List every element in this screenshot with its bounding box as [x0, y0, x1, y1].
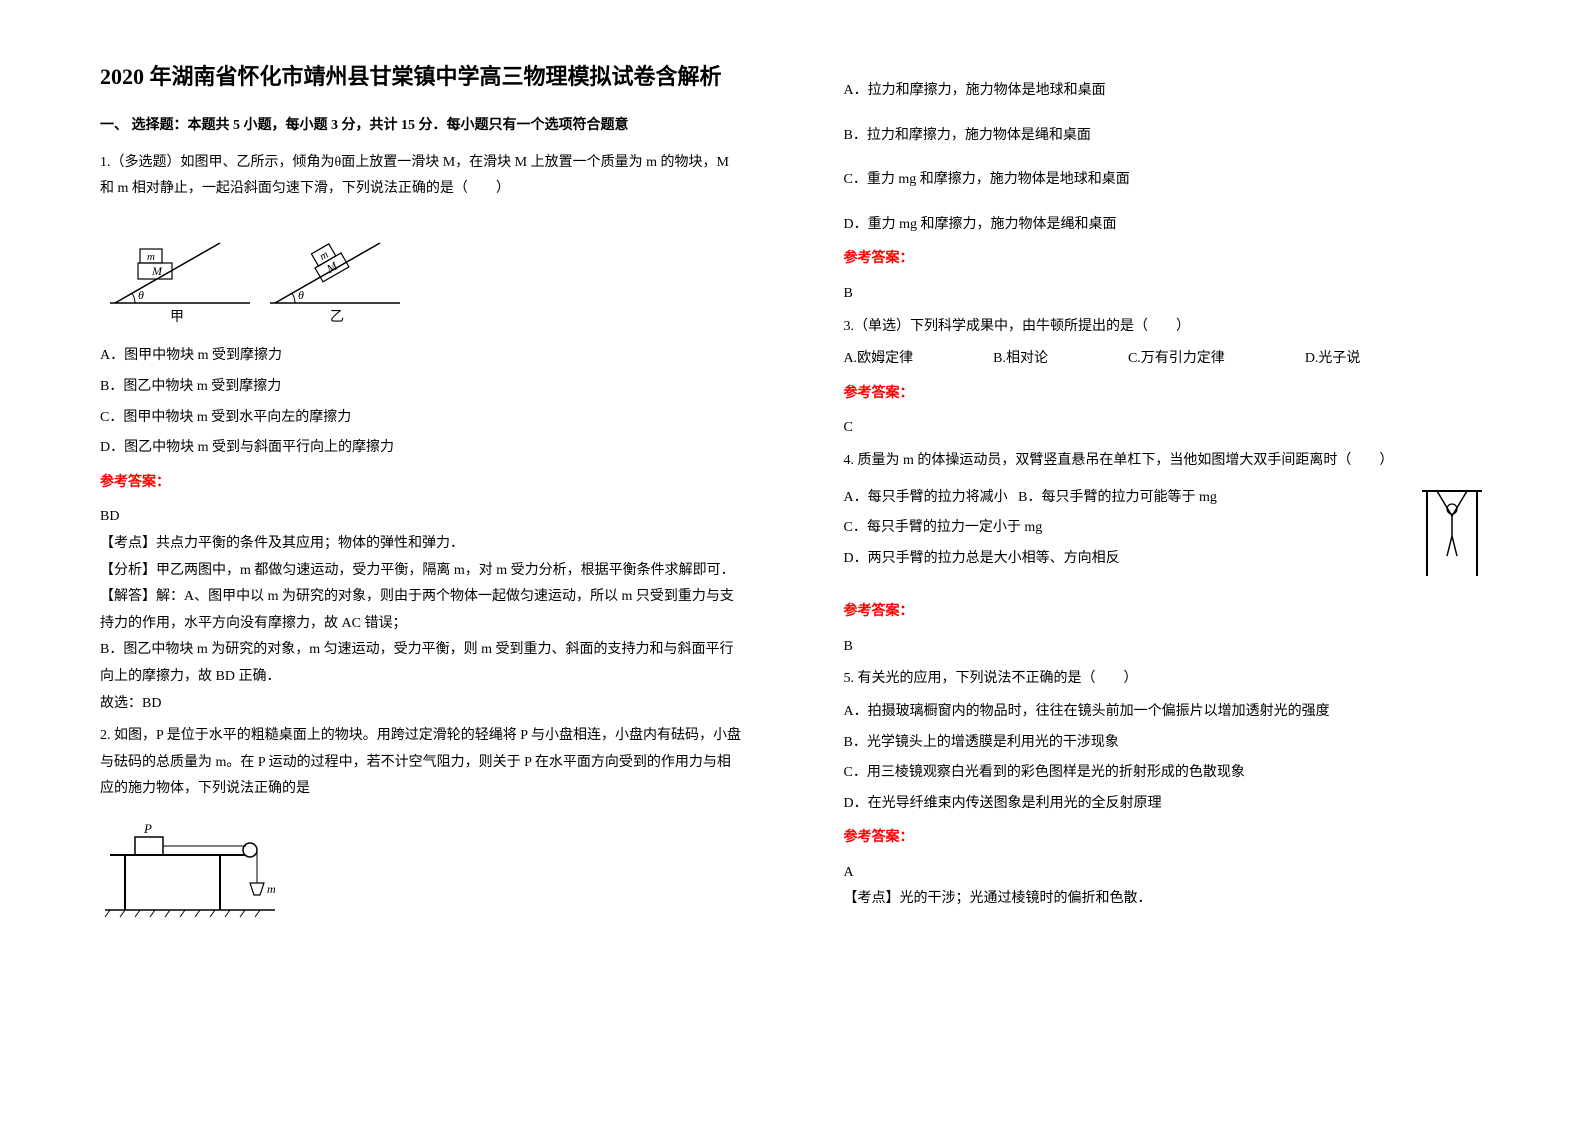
q3-optB: B.相对论 [993, 346, 1048, 373]
gymnast-diagram [1417, 481, 1487, 581]
q5-optC: C．用三棱镜观察白光看到的彩色图样是光的折射形成的色散现象 [844, 760, 1488, 787]
q3-optD: D.光子说 [1305, 346, 1361, 373]
q4-answer: B [844, 634, 1488, 661]
q3-optC: C.万有引力定律 [1128, 346, 1225, 373]
right-column: A．拉力和摩擦力，施力物体是地球和桌面 B．拉力和摩擦力，施力物体是绳和桌面 C… [794, 0, 1587, 1122]
q3-stem: 3.（单选）下列科学成果中，由牛顿所提出的是（ ） [844, 314, 1488, 341]
q5-optB: B．光学镜头上的增透膜是利用光的干涉现象 [844, 730, 1488, 757]
q4-answer-label: 参考答案： [844, 599, 1488, 626]
q4-optD: D．两只手臂的拉力总是大小相等、方向相反 [844, 546, 1398, 573]
document-title: 2020 年湖南省怀化市靖州县甘棠镇中学高三物理模拟试卷含解析 [100, 60, 744, 93]
svg-text:P: P [143, 821, 152, 836]
q1-stem: 1.（多选题）如图甲、乙所示，倾角为θ面上放置一滑块 M，在滑块 M 上放置一个… [100, 150, 744, 203]
q4-stem: 4. 质量为 m 的体操运动员，双臂竖直悬吊在单杠下，当他如图增大双手间距离时（… [844, 448, 1488, 475]
q5-analysis-title: 【考点】光的干涉；光通过棱镜时的偏折和色散． [844, 886, 1488, 913]
q5-answer: A [844, 860, 1488, 887]
q4-figure-row: A．每只手臂的拉力将减小 B．每只手臂的拉力可能等于 mg C．每只手臂的拉力一… [844, 481, 1488, 592]
q1-analysis-2: 【解答】解：A、图甲中以 m 为研究的对象，则由于两个物体一起做匀速运动，所以 … [100, 584, 744, 637]
q2-figure: P m [100, 815, 744, 936]
svg-text:θ: θ [298, 288, 304, 302]
q5-answer-label: 参考答案： [844, 825, 1488, 852]
q1-analysis-1: 【分析】甲乙两图中，m 都做匀速运动，受力平衡，隔离 m，对 m 受力分析，根据… [100, 558, 744, 585]
q2-answer-label: 参考答案： [844, 246, 1488, 273]
q2-stem: 2. 如图，P 是位于水平的粗糙桌面上的物块。用跨过定滑轮的轻绳将 P 与小盘相… [100, 723, 744, 803]
q2-optD: D．重力 mg 和摩擦力，施力物体是绳和桌面 [844, 212, 1488, 239]
fig-label-right: 乙 [330, 309, 344, 323]
q2-answer: B [844, 281, 1488, 308]
q1-optD: D．图乙中物块 m 受到与斜面平行向上的摩擦力 [100, 435, 744, 462]
q5-optA: A．拍摄玻璃橱窗内的物品时，往往在镜头前加一个偏振片以增加透射光的强度 [844, 699, 1488, 726]
svg-text:m: m [267, 882, 276, 896]
q5-optD: D．在光导纤维束内传送图象是利用光的全反射原理 [844, 791, 1488, 818]
q2-optC: C．重力 mg 和摩擦力，施力物体是地球和桌面 [844, 167, 1488, 194]
q3-options-row: A.欧姆定律 B.相对论 C.万有引力定律 D.光子说 [844, 346, 1488, 373]
q1-analysis-title: 【考点】共点力平衡的条件及其应用；物体的弹性和弹力． [100, 531, 744, 558]
page-root: 2020 年湖南省怀化市靖州县甘棠镇中学高三物理模拟试卷含解析 一、 选择题：本… [0, 0, 1587, 1122]
q2-optB: B．拉力和摩擦力，施力物体是绳和桌面 [844, 123, 1488, 150]
q1-answer: BD [100, 504, 744, 531]
left-column: 2020 年湖南省怀化市靖州县甘棠镇中学高三物理模拟试卷含解析 一、 选择题：本… [0, 0, 794, 1122]
svg-text:M: M [151, 264, 163, 278]
pulley-diagram: P m [100, 815, 300, 925]
q3-optA: A.欧姆定律 [844, 346, 914, 373]
q1-optB: B．图乙中物块 m 受到摩擦力 [100, 374, 744, 401]
svg-text:θ: θ [138, 288, 144, 302]
fig-label-left: 甲 [170, 310, 184, 323]
q2-optA: A．拉力和摩擦力，施力物体是地球和桌面 [844, 78, 1488, 105]
q1-answer-label: 参考答案： [100, 470, 744, 497]
q1-optA: A．图甲中物块 m 受到摩擦力 [100, 343, 744, 370]
q4-optC: C．每只手臂的拉力一定小于 mg [844, 515, 1398, 542]
q5-stem: 5. 有关光的应用，下列说法不正确的是（ ） [844, 666, 1488, 693]
q1-analysis-4: 故选：BD [100, 691, 744, 718]
q4-optA: A．每只手臂的拉力将减小 [844, 490, 1008, 505]
q1-figure: M m θ 甲 M m θ 乙 [100, 213, 744, 334]
q4-optB: B．每只手臂的拉力可能等于 mg [1018, 490, 1217, 505]
svg-text:m: m [147, 251, 155, 263]
q3-answer: C [844, 415, 1488, 442]
q3-answer-label: 参考答案： [844, 381, 1488, 408]
q1-optC: C．图甲中物块 m 受到水平向左的摩擦力 [100, 405, 744, 432]
incline-diagram: M m θ 甲 M m θ 乙 [100, 213, 400, 323]
q1-analysis-3: B．图乙中物块 m 为研究的对象，m 匀速运动，受力平衡，则 m 受到重力、斜面… [100, 637, 744, 690]
section-1-heading: 一、 选择题：本题共 5 小题，每小题 3 分，共计 15 分．每小题只有一个选… [100, 113, 744, 140]
